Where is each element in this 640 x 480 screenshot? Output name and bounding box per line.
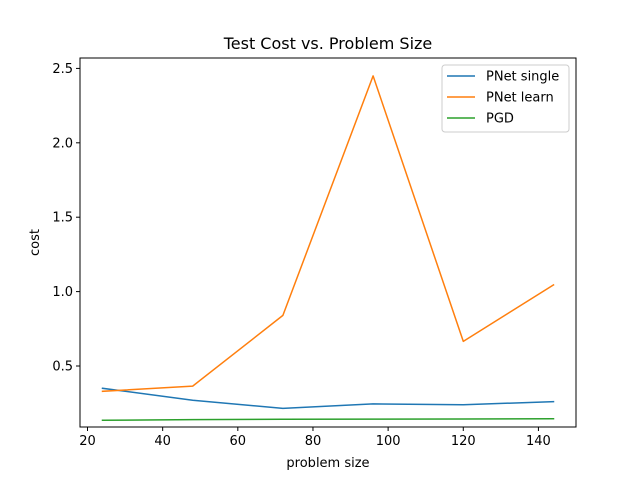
legend-label-0: PNet single <box>486 70 559 85</box>
y-tick-label: 0.5 <box>52 359 73 374</box>
x-tick-label: 80 <box>305 434 322 449</box>
x-axis-label: problem size <box>286 456 369 471</box>
legend-box <box>441 64 570 133</box>
x-tick-label: 20 <box>79 434 96 449</box>
series-line-2 <box>101 418 555 422</box>
y-axis-label: cost <box>28 229 43 256</box>
x-tick-label: 140 <box>526 434 551 449</box>
legend: PNet single PNet learn PGD <box>441 64 570 133</box>
chart-title: Test Cost vs. Problem Size <box>223 34 433 53</box>
y-tick-label: 1.5 <box>52 211 73 226</box>
x-tick-label: 120 <box>451 434 476 449</box>
x-axis: 20 40 60 80 100 120 140 <box>79 427 551 449</box>
y-tick-label: 2.5 <box>52 62 73 77</box>
series-layer <box>101 75 555 422</box>
x-tick-label: 40 <box>154 434 171 449</box>
series-line-0 <box>101 387 555 410</box>
series-line-1 <box>101 75 555 393</box>
legend-items: PNet single PNet learn PGD <box>447 70 559 127</box>
legend-label-1: PNet learn <box>486 91 554 106</box>
x-tick-label: 60 <box>230 434 247 449</box>
legend-label-2: PGD <box>486 112 514 127</box>
y-tick-label: 2.0 <box>52 136 73 151</box>
plot-frame <box>79 57 577 428</box>
y-axis: 0.5 1.0 1.5 2.0 2.5 <box>52 62 80 374</box>
x-tick-label: 100 <box>376 434 401 449</box>
y-tick-label: 1.0 <box>52 285 73 300</box>
